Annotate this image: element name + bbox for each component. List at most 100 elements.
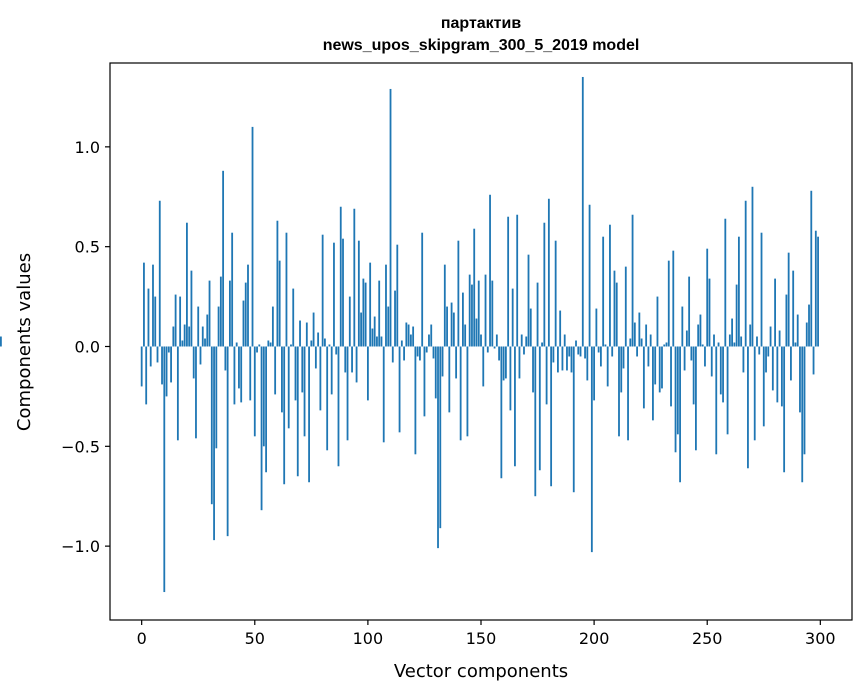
bar-130 <box>434 346 437 399</box>
bar-249 <box>704 346 706 367</box>
bar-298 <box>814 230 817 347</box>
bar-89 <box>342 238 344 347</box>
bar-7 <box>156 346 159 363</box>
bar-27 <box>201 326 204 347</box>
bar-252 <box>710 346 713 377</box>
bar-266 <box>742 346 745 373</box>
bar-132 <box>439 346 442 529</box>
y-axis: −1.0 −0.5 0.0 0.5 1.0 <box>61 138 110 556</box>
chart-subtitle: news_upos_skipgram_300_5_2019 model <box>323 37 640 54</box>
bar-147 <box>473 228 476 347</box>
bar-229 <box>658 346 661 393</box>
bar-159 <box>500 346 503 479</box>
bar-177 <box>541 342 543 347</box>
bar-64 <box>285 232 288 347</box>
bar-40 <box>231 232 234 347</box>
bar-119 <box>409 334 412 347</box>
bar-184 <box>557 346 559 373</box>
bar-26 <box>199 346 202 365</box>
bar-121 <box>414 346 417 455</box>
bar-267 <box>744 200 747 347</box>
bar-10 <box>163 346 166 593</box>
bar-116 <box>403 346 405 361</box>
bar-75 <box>310 340 313 347</box>
bar-219 <box>636 346 638 357</box>
bar-127 <box>428 334 430 347</box>
bar-21 <box>188 326 191 347</box>
bar-192 <box>575 340 577 347</box>
bar-241 <box>685 330 688 347</box>
bar-199 <box>590 346 593 553</box>
bar-208 <box>611 346 614 357</box>
bar-213 <box>622 346 625 369</box>
bar-211 <box>618 346 620 437</box>
bar-270 <box>751 186 754 347</box>
bar-275 <box>762 346 765 427</box>
bar-185 <box>559 310 562 347</box>
bar-49 <box>251 126 254 347</box>
bar-111 <box>391 346 394 363</box>
x-tick-label: 50 <box>245 629 265 648</box>
bar-299 <box>817 236 819 347</box>
bar-69 <box>296 346 299 477</box>
bar-30 <box>208 280 211 347</box>
bar-183 <box>554 240 557 347</box>
bar-226 <box>652 346 654 421</box>
bar-105 <box>378 280 381 347</box>
bar-131 <box>437 346 439 549</box>
bar-178 <box>543 222 546 347</box>
bar-284 <box>783 346 786 473</box>
bar-204 <box>602 236 605 347</box>
bar-288 <box>792 270 795 347</box>
x-tick-label: 100 <box>353 629 384 648</box>
bar-278 <box>769 326 772 347</box>
bar-210 <box>615 282 618 347</box>
y-axis-label: Components values <box>14 253 35 431</box>
x-tick-label: 300 <box>805 629 836 648</box>
plot-frame <box>109 62 853 621</box>
bar-38 <box>226 346 229 537</box>
bar-151 <box>482 346 485 387</box>
bar-35 <box>219 276 222 347</box>
bar-16 <box>176 346 179 441</box>
bar-168 <box>520 334 523 347</box>
bar-122 <box>416 346 419 357</box>
bar-58 <box>271 306 274 347</box>
bar-165 <box>514 346 516 467</box>
bar-173 <box>532 346 534 393</box>
bar-260 <box>728 334 731 347</box>
bar-169 <box>523 346 525 355</box>
y-tick-label: −0.5 <box>61 437 100 456</box>
bar-187 <box>563 334 566 347</box>
bar-96 <box>357 240 360 347</box>
bar-180 <box>547 198 550 347</box>
bar-43 <box>238 346 240 389</box>
bar-83 <box>328 344 331 347</box>
x-axis: 0 50 100 150 200 250 300 <box>137 620 836 648</box>
bar-254 <box>715 346 718 455</box>
bar-264 <box>737 236 740 347</box>
bar-87 <box>337 346 340 467</box>
bar-243 <box>690 346 693 361</box>
bar-23 <box>192 346 195 379</box>
bar-176 <box>538 346 541 471</box>
bar-190 <box>570 346 573 373</box>
bar-93 <box>351 346 353 373</box>
bar-90 <box>344 346 347 373</box>
bar-53 <box>260 346 263 511</box>
bar-61 <box>278 260 281 347</box>
bar-108 <box>385 264 387 347</box>
bar-164 <box>511 288 514 347</box>
bar-71 <box>301 346 304 393</box>
bar-82 <box>326 346 329 451</box>
bar-225 <box>649 334 652 347</box>
bar-297 <box>812 346 815 375</box>
bar-182 <box>552 346 555 363</box>
bar-234 <box>670 346 672 407</box>
bar-227 <box>654 346 657 385</box>
bar-174 <box>534 346 537 497</box>
bar-74 <box>308 346 310 483</box>
bar-143 <box>464 324 467 347</box>
bar-206 <box>606 346 609 387</box>
bar-166 <box>516 214 519 347</box>
